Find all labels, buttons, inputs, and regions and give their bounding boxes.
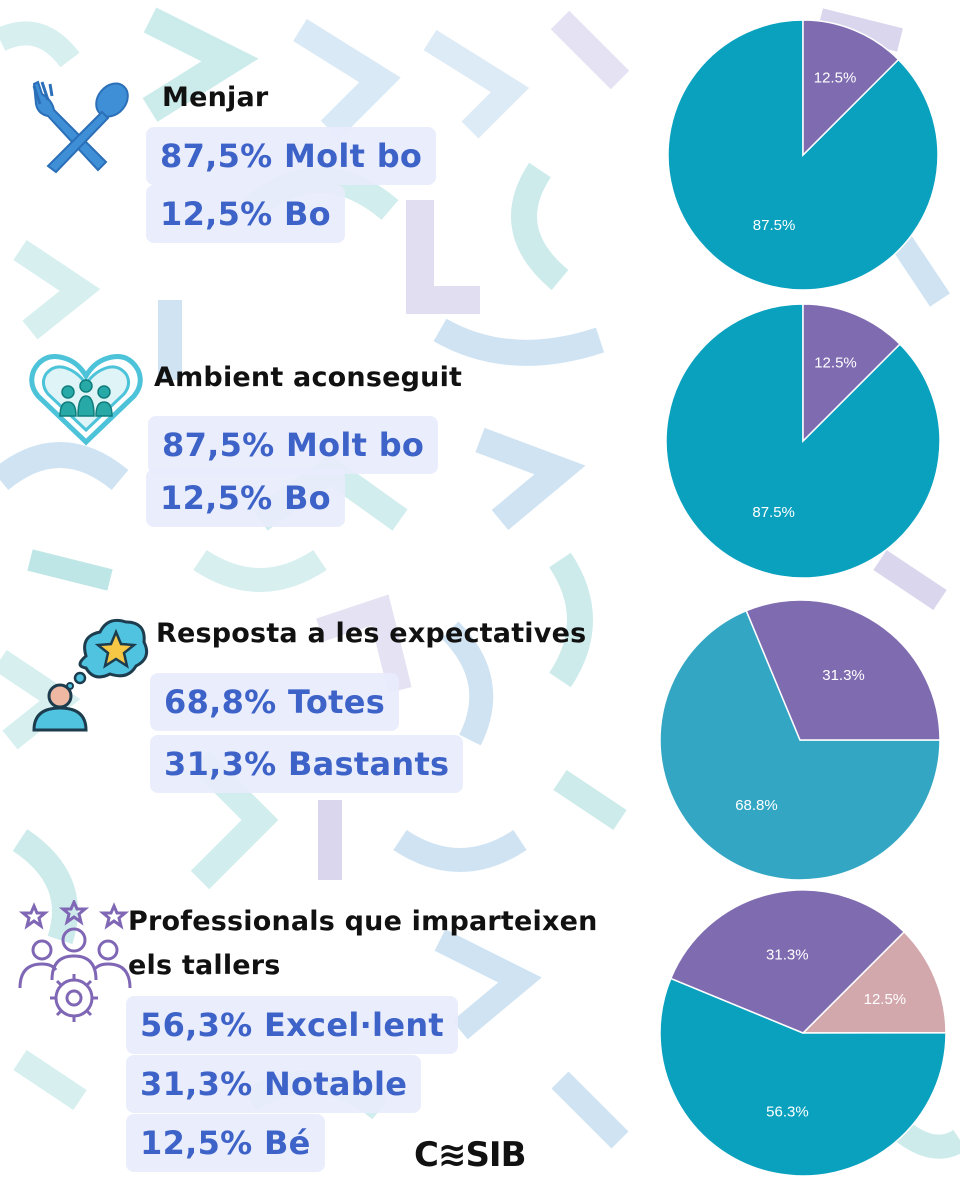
section-title: Menjar bbox=[162, 82, 269, 113]
pie-chart-expectatives: 68.8% 31.3% bbox=[659, 599, 941, 881]
stat-pill: 68,8% Totes bbox=[150, 673, 400, 731]
pie-slice-label: 56.3% bbox=[766, 1104, 809, 1121]
pie-slice-label: 12.5% bbox=[814, 70, 857, 87]
person-thought-star-icon bbox=[32, 618, 149, 732]
pie-slice-label: 87.5% bbox=[753, 217, 796, 234]
pie-slice-label: 87.5% bbox=[752, 504, 795, 521]
heart-people-icon bbox=[29, 354, 143, 446]
section-title: Ambient aconseguit bbox=[154, 362, 463, 393]
pie-slice-label: 68.8% bbox=[735, 797, 778, 814]
stat-pill: 56,3% Excel·lent bbox=[126, 996, 459, 1054]
fork-spoon-icon bbox=[32, 80, 129, 174]
pie-slice bbox=[669, 889, 906, 1034]
team-gear-stars-icon bbox=[18, 900, 132, 1022]
pie-slice-label: 12.5% bbox=[864, 991, 907, 1008]
pie-slice bbox=[665, 303, 941, 579]
pie-slice bbox=[802, 303, 901, 443]
pie-chart-menjar: 87.5% 12.5% bbox=[667, 19, 939, 291]
stat-pill: 87,5% Molt bo bbox=[146, 127, 437, 185]
stat-pill: 87,5% Molt bo bbox=[148, 416, 439, 474]
pie-slice bbox=[745, 599, 941, 741]
pie-slice bbox=[659, 609, 941, 881]
section-title: Professionals que imparteixen els taller… bbox=[128, 906, 598, 981]
pie-slice-label: 31.3% bbox=[822, 667, 865, 684]
cesib-logo: C≋SIB bbox=[414, 1135, 526, 1175]
pie-slice-label: 31.3% bbox=[766, 946, 809, 963]
pie-slice bbox=[802, 19, 900, 157]
stat-pill: 31,3% Bastants bbox=[150, 735, 464, 793]
stat-pill: 12,5% Bo bbox=[146, 185, 345, 243]
pie-slice bbox=[659, 977, 947, 1177]
pie-slice bbox=[801, 930, 947, 1034]
pie-slice-label: 12.5% bbox=[814, 355, 857, 372]
section-title: Resposta a les expectatives bbox=[156, 618, 587, 649]
stat-pill: 12,5% Bé bbox=[126, 1114, 325, 1172]
pie-chart-ambient: 87.5% 12.5% bbox=[665, 303, 941, 579]
stat-pill: 12,5% Bo bbox=[146, 469, 345, 527]
stat-pill: 31,3% Notable bbox=[126, 1055, 422, 1113]
pie-chart-professionals: 12.5% 56.3% 31.3% bbox=[659, 889, 947, 1177]
